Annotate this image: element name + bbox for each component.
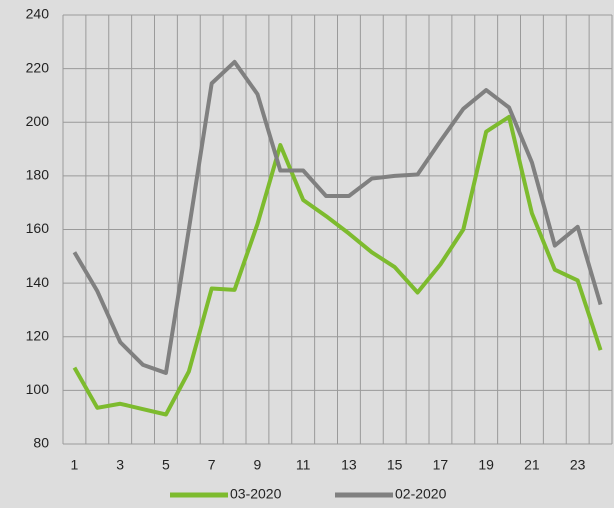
y-tick-label: 140 xyxy=(26,274,50,290)
series-line xyxy=(72,114,603,417)
y-tick-label: 160 xyxy=(26,220,50,236)
x-tick-label: 13 xyxy=(341,457,357,473)
x-tick-label: 23 xyxy=(570,457,586,473)
x-tick-label: 21 xyxy=(524,457,540,473)
y-tick-label: 100 xyxy=(26,381,50,397)
y-tick-label: 200 xyxy=(26,113,50,129)
y-tick-label: 180 xyxy=(26,167,50,183)
x-tick-label: 11 xyxy=(296,457,311,473)
legend-label: 02-2020 xyxy=(395,486,447,502)
x-tick-label: 1 xyxy=(71,457,79,473)
y-tick-label: 220 xyxy=(26,59,50,75)
x-tick-label: 17 xyxy=(433,457,449,473)
y-tick-label: 120 xyxy=(26,327,50,343)
x-tick-label: 7 xyxy=(208,457,216,473)
y-tick-label: 240 xyxy=(26,6,50,22)
x-tick-label: 19 xyxy=(478,457,494,473)
x-tick-label: 5 xyxy=(162,457,170,473)
x-tick-label: 15 xyxy=(387,457,403,473)
series-line xyxy=(72,59,603,375)
legend-label: 03-2020 xyxy=(230,486,282,502)
y-tick-label: 80 xyxy=(33,435,49,451)
x-tick-label: 9 xyxy=(254,457,262,473)
x-tick-label: 3 xyxy=(116,457,124,473)
